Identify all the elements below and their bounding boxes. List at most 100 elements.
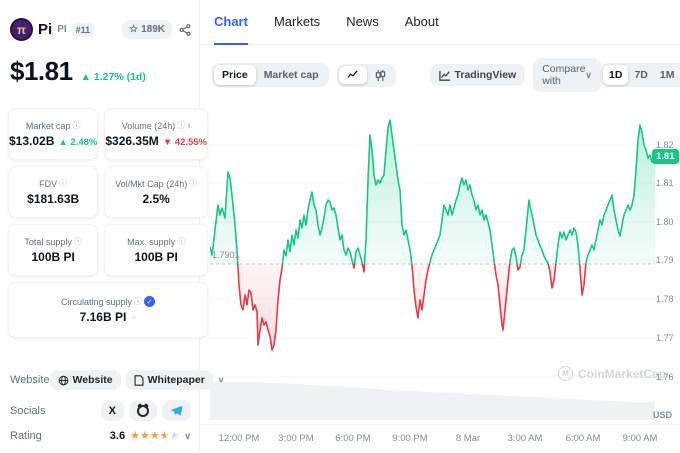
share-button[interactable] [177,22,193,38]
currency-label: USD [652,410,672,420]
info-icon: ⓘ [72,121,81,130]
socials-row: Socials X [10,400,191,421]
tradingview-button[interactable]: TradingView [429,64,526,86]
coin-header: π Pi PI #11 ☆ 189K [10,18,193,41]
range-7d-button[interactable]: 7D [634,69,648,81]
stat-card-vol-mkt-cap[interactable]: Vol/Mkt Cap (24h) ⓘ 2.5% [104,166,209,218]
stat-value: $181.63B [27,192,80,206]
stat-value: 100B PI [31,250,75,264]
website-more-chevron-icon[interactable]: ∨ [217,374,225,385]
rating-row-label: Rating [10,430,42,442]
info-icon: ⓘ [59,179,68,188]
stat-card-total-supply[interactable]: Total supply ⓘ 100B PI [8,224,99,276]
star-icon: ☆ [129,24,139,35]
stat-change: ▲ 2.48% [58,137,98,148]
range-1d-button[interactable]: 1D [603,65,629,85]
price-toggle-button[interactable]: Price [214,65,256,85]
rating-chevron-icon[interactable]: ∨ [184,430,191,441]
github-button[interactable] [129,400,157,421]
stat-card-fdv[interactable]: FDV ⓘ $181.63B [8,166,99,218]
y-axis-label: 1.80 [656,217,674,227]
up-arrow-icon: ▲ [58,137,68,148]
stat-label: Market cap [25,120,71,131]
watchlist-button[interactable]: ☆ 189K [122,20,172,39]
time-range-selector: 1D 7D 1M 1Y All LOG ⋯ [601,63,680,87]
down-arrow-icon: ▼ [162,137,173,148]
stat-value: $326.35M [105,134,159,148]
github-icon [137,404,149,417]
price-chart-svg[interactable] [210,110,655,420]
tab-markets[interactable]: Markets [273,14,321,29]
stat-label: FDV [39,178,58,189]
stat-label: Vol/Mkt Cap (24h) [115,178,188,189]
stat-label: Circulating supply [60,296,133,307]
compare-with-dropdown[interactable]: Compare with ∨ [533,58,601,92]
y-axis-label: 1.78 [656,294,674,304]
stat-value: $13.02B [9,134,55,148]
coin-sidebar: π Pi PI #11 ☆ 189K $1.81 ▲ 1.27% (1d) Ma… [0,0,224,453]
price-chart-area[interactable]: 1.7901 1.81 M CoinMarketCap USD 1.82 1.81… [200,110,680,422]
tab-news[interactable]: News [346,14,379,29]
y-axis-label: 1.82 [656,140,674,150]
stat-card-market-cap[interactable]: Market cap ⓘ $13.02B ▲ 2.48% [8,108,99,160]
tab-chart[interactable]: Chart [214,0,248,45]
stat-label: Volume (24h) [121,120,176,131]
twitter-x-button[interactable]: X [100,400,124,421]
website-row: Website Website Whitepaper ∨ [10,370,224,390]
telegram-button[interactable] [162,400,191,421]
rating-score: 3.6 [109,430,126,442]
x-axis-label: 6:00 AM [565,433,601,444]
rating-row: Rating 3.6 ★★★★★ ★★★★★ ∨ [10,430,191,442]
x-axis-label: 3:00 AM [507,433,543,444]
website-row-label: Website [10,374,50,386]
y-axis-label: 1.81 [656,178,674,188]
coin-rank-badge: #11 [71,22,95,37]
x-axis-label: 3:00 PM [278,433,314,444]
tab-about[interactable]: About [404,14,439,29]
x-axis-label: 6:00 PM [335,433,371,444]
share-icon [179,23,191,36]
info-icon: ⓘ [73,237,82,246]
baseline-price-label: 1.7901 [212,250,240,260]
stat-card-max-supply[interactable]: Max. supply ⓘ 100B PI [104,224,209,276]
chart-controls: Price Market cap TradingView Compare wit… [212,58,680,92]
stat-change: ▼ 42.55% [162,137,208,148]
telegram-icon [171,405,183,416]
price-section: $1.81 ▲ 1.27% (1d) [10,56,146,87]
stat-value: 100B PI [134,250,178,264]
info-icon: ⓘ [134,297,143,306]
whitepaper-button[interactable]: Whitepaper [125,370,213,390]
range-1m-button[interactable]: 1M [659,69,675,81]
chart-type-toggle [336,63,396,87]
candlestick-chart-type-button[interactable] [367,66,394,85]
chart-panel: Chart Markets News About Price Market ca… [200,0,680,453]
stat-card-circulating-supply[interactable]: Circulating supply ⓘ ✓ 7.16B PI ◔ [8,282,209,338]
info-icon: ⓘ [177,121,186,130]
price-change: ▲ 1.27% (1d) [80,71,146,83]
info-icon: ⓘ [189,179,198,188]
stat-label: Max. supply [127,236,176,247]
coinmarketcap-watermark: M CoinMarketCap [558,366,666,381]
y-axis-label: 1.79 [656,255,674,265]
current-price: $1.81 [10,56,73,86]
marketcap-toggle-button[interactable]: Market cap [263,69,319,81]
coin-symbol: PI [57,24,67,35]
y-axis-label: 1.77 [656,333,674,343]
main-tabs: Chart Markets News About [200,0,680,45]
price-marketcap-toggle: Price Market cap [212,63,329,87]
stat-value: 2.5% [142,192,170,206]
supply-progress-icon: ◔ [130,313,137,324]
stats-grid: Market cap ⓘ $13.02B ▲ 2.48% Volume (24h) ⓘ… [8,108,209,338]
chart-x-axis: 12:00 PM 3:00 PM 6:00 PM 9:00 PM 8 Mar 3:00 A… [200,424,680,453]
line-chart-type-button[interactable] [338,66,367,84]
verified-check-icon: ✓ [144,296,156,307]
x-axis-label: 12:00 PM [218,433,260,444]
website-button[interactable]: Website [49,370,121,390]
stat-card-volume-24h[interactable]: Volume (24h) ⓘ › $326.35M ▼ 42.55% [104,108,209,160]
up-arrow-icon: ▲ [80,71,91,83]
document-icon [134,374,144,386]
line-chart-icon [347,70,358,78]
x-axis-label: 8 Mar [455,433,481,444]
rating-stars: ★★★★★ ★★★★★ [130,429,180,442]
pi-coin-logo-icon: π [10,18,33,41]
